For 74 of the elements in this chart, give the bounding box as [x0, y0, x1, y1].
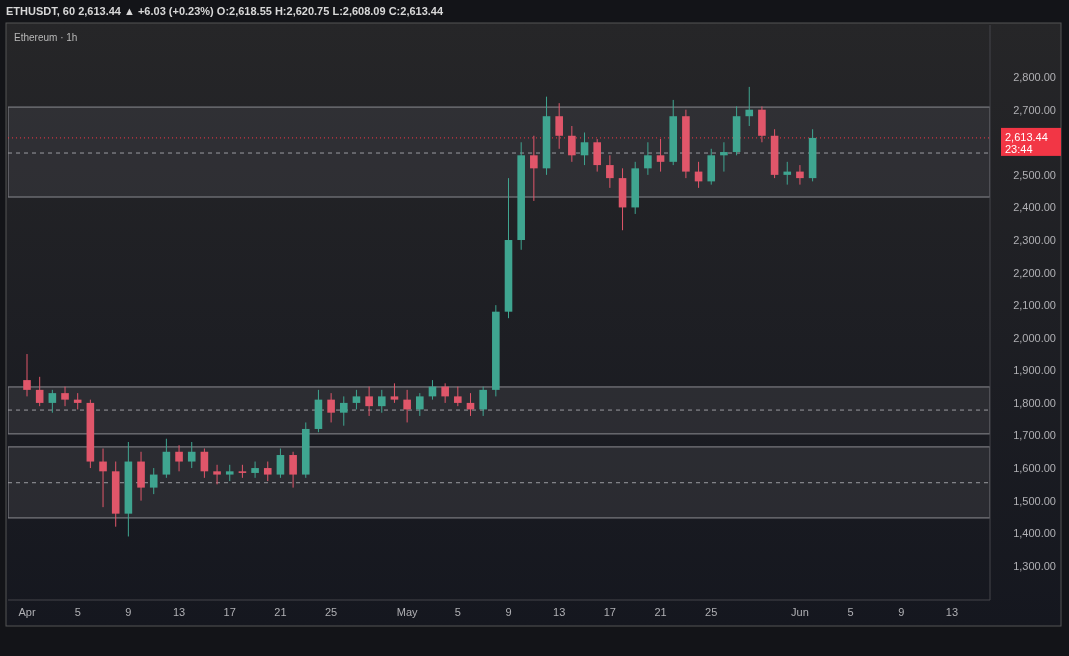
x-tick-label: 21: [274, 606, 287, 618]
candlestick: [720, 141, 728, 173]
x-tick-label: 5: [454, 606, 461, 618]
candlestick: [479, 386, 487, 417]
y-tick-label: 2,200.00: [1013, 266, 1056, 279]
y-tick-label: 1,600.00: [1013, 462, 1056, 475]
candlestick: [606, 154, 614, 189]
candlestick: [377, 389, 386, 414]
candlestick: [48, 389, 57, 414]
candlestick: [403, 389, 411, 423]
candlestick: [352, 389, 361, 410]
candlestick: [23, 353, 31, 397]
candlestick: [187, 441, 196, 469]
x-tick-label: Apr: [18, 606, 36, 618]
y-tick-label: 2,000.00: [1013, 331, 1056, 344]
x-tick-label: Jun: [791, 606, 809, 618]
y-tick-label: 1,400.00: [1013, 527, 1056, 540]
candlestick: [390, 382, 399, 404]
candlestick: [796, 164, 804, 186]
y-tick-label: 2,700.00: [1013, 103, 1056, 116]
candlestick: [745, 86, 754, 127]
y-tick-label: 2,100.00: [1013, 299, 1056, 312]
candlestick: [644, 141, 652, 176]
candlestick: [175, 444, 183, 472]
candlestick: [580, 132, 589, 166]
x-tick-label: 9: [505, 606, 512, 618]
x-tick-label: 13: [945, 606, 959, 618]
candlestick: [656, 138, 665, 173]
x-tick-label: May: [396, 606, 419, 618]
x-tick-label: 17: [223, 606, 236, 618]
ref-line-label: 2,613.44: [1005, 130, 1048, 143]
text: 23:44: [1005, 142, 1033, 155]
x-tick-label: 5: [847, 606, 854, 618]
candlestick: [35, 376, 44, 407]
candlestick: [327, 392, 335, 423]
y-tick-label: 1,800.00: [1013, 396, 1056, 409]
candlestick: [61, 386, 69, 407]
x-tick-label: 21: [654, 606, 667, 618]
x-tick-label: 9: [898, 606, 905, 618]
x-tick-label: 17: [603, 606, 616, 618]
candlestick: [149, 467, 158, 495]
candlestick: [251, 461, 259, 479]
candlestick: [555, 102, 563, 150]
x-tick-label: 25: [324, 606, 338, 618]
y-tick-label: 1,900.00: [1013, 364, 1056, 377]
candlestick: [783, 161, 792, 186]
candlestick: [530, 135, 538, 202]
candlestick: [162, 438, 171, 479]
candlestick: [263, 461, 272, 482]
candlestick: [339, 395, 348, 427]
candlestick: [276, 448, 285, 479]
candlestick: [441, 382, 449, 404]
y-tick-label: 2,300.00: [1013, 234, 1056, 247]
y-tick-label: 2,500.00: [1013, 168, 1056, 181]
candlestick: [365, 386, 373, 417]
x-tick-label: 9: [125, 606, 132, 618]
y-tick-label: 1,300.00: [1013, 559, 1056, 572]
candlestick: [593, 138, 601, 173]
x-tick-label: 5: [74, 606, 81, 618]
chart-subtitle: ETHUSDT, 60 2,613.44 ▲ +6.03 (+0.23%) O:2,618.55 H:2,620.75 L:2,608.09 C:2,613.44: [6, 5, 444, 17]
candlestick: [99, 448, 107, 508]
candlestick: [568, 125, 576, 163]
y-tick-label: 2,400.00: [1013, 201, 1056, 214]
x-tick-label: 13: [553, 606, 566, 618]
candlestick: [454, 386, 462, 407]
candlestick: [416, 392, 424, 417]
y-tick-label: 1,500.00: [1013, 494, 1056, 507]
candlestick: [289, 451, 297, 489]
candlestick: [213, 464, 221, 485]
text: Ethereum · 1h: [14, 32, 78, 43]
x-tick-label: 13: [172, 606, 186, 618]
x-tick-label: 25: [705, 606, 718, 618]
y-tick-label: 1,700.00: [1013, 429, 1056, 442]
y-tick-label: 2,800.00: [1013, 71, 1056, 84]
